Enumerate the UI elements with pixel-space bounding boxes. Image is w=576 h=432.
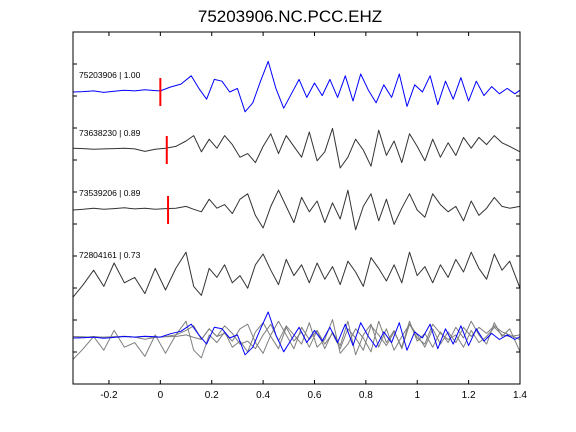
trace-label-3: 73539206 | 0.89 (79, 188, 141, 198)
trace-label-1: 75203906 | 1.00 (79, 70, 141, 80)
trace-line-1 (72, 60, 521, 113)
x-tick-label: 1 (414, 390, 420, 401)
trace-label-2: 73638230 | 0.89 (79, 128, 141, 138)
x-tick-label: 0.4 (256, 390, 270, 401)
trace-line-4 (72, 251, 521, 298)
trace-line-3 (72, 189, 521, 231)
trace-line-2 (72, 127, 521, 169)
overlay-trace-1 (72, 311, 521, 356)
axis-ticks-layer: -0.2 0 0.2 0.4 0.6 0.8 1 1.2 1.4 (73, 31, 527, 401)
overlay-layer (72, 311, 521, 360)
x-tick-label: 0.8 (359, 390, 373, 401)
x-tick-label: 0.6 (308, 390, 322, 401)
trace-labels-layer: 75203906 | 1.00 73638230 | 0.89 73539206 |… (79, 70, 141, 260)
chart-title: 75203906.NC.PCC.EHZ (198, 7, 382, 26)
x-tick-label: 0 (158, 390, 164, 401)
trace-label-4: 72804161 | 0.73 (79, 250, 141, 260)
x-tick-label: 1.2 (462, 390, 476, 401)
x-tick-label: 0.2 (205, 390, 219, 401)
plot-area-frame (72, 31, 521, 385)
traces-layer (72, 60, 521, 298)
x-tick-label: -0.2 (100, 390, 118, 401)
overlay-trace-4 (72, 320, 521, 360)
pick-markers-layer (159, 78, 170, 224)
x-tick-label: 1.4 (513, 390, 527, 401)
